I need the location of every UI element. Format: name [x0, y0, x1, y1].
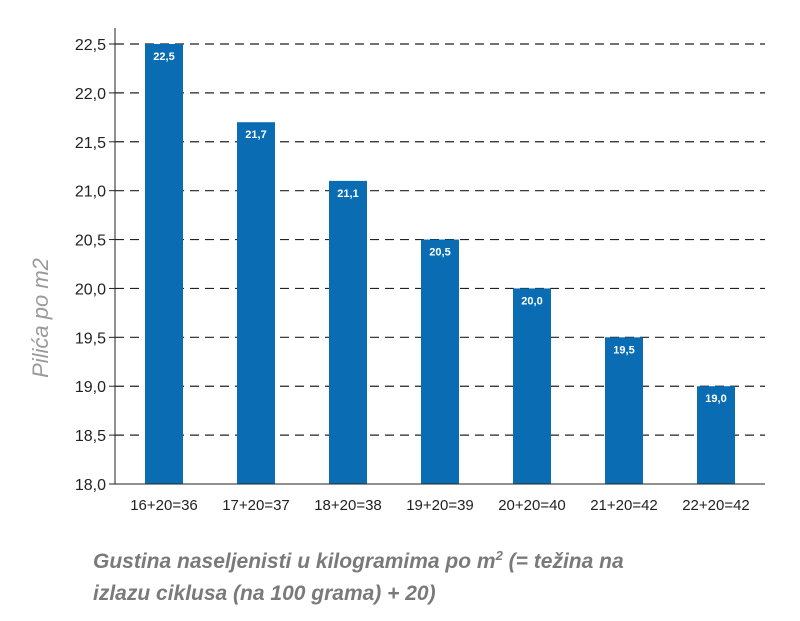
y-tick-label: 18,5	[75, 428, 106, 445]
bar	[513, 288, 551, 484]
data-label: 21,1	[337, 188, 358, 200]
x-tick-labels: 16+20=36 17+20=37 18+20=38 19+20=39 20+20=40…	[130, 497, 750, 514]
caption-line2: izlazu ciklusa (na 100 grama) + 20)	[93, 582, 436, 605]
y-tick-label: 19,5	[75, 330, 106, 347]
bar-chart: 22,5 21,7 21,1 20,5 20,0 19,5 19,0 18,0 18,5 19,…	[28, 28, 765, 514]
x-tick-label: 17+20=37	[222, 497, 290, 514]
x-tick-label: 22+20=42	[682, 497, 750, 514]
data-label: 21,7	[245, 129, 266, 141]
caption-line1-rest: (= težina na	[502, 550, 624, 573]
data-label: 20,0	[521, 295, 542, 307]
y-tick-label: 22,0	[75, 86, 106, 103]
y-tick-label: 21,0	[75, 184, 106, 201]
data-label: 19,5	[613, 344, 634, 356]
x-tick-label: 21+20=42	[590, 497, 658, 514]
bar	[605, 337, 643, 484]
y-tick-label: 18,0	[75, 477, 106, 494]
y-tick-label: 20,0	[75, 281, 106, 298]
y-axis-label: Pilića po m2	[28, 258, 53, 378]
grid-lines	[115, 43, 765, 436]
data-label: 19,0	[705, 393, 726, 405]
data-labels: 22,5 21,7 21,1 20,5 20,0 19,5 19,0	[153, 51, 726, 405]
caption-superscript: 2	[495, 548, 503, 563]
bar	[145, 44, 183, 484]
data-label: 22,5	[153, 51, 174, 63]
x-tick-label: 18+20=38	[314, 497, 382, 514]
x-tick-label: 19+20=39	[406, 497, 474, 514]
caption-line1-main: Gustina naseljenisti u kilogramima po m	[93, 550, 496, 573]
y-tick-label: 20,5	[75, 233, 106, 250]
y-tick-label: 22,5	[75, 37, 106, 54]
bar	[329, 180, 367, 484]
y-tick-label: 21,5	[75, 135, 106, 152]
y-tick-labels: 18,0 18,5 19,0 19,5 20,0 20,5 21,0 21,5 22,0 22,5	[75, 37, 115, 494]
bar	[237, 122, 275, 484]
chart-caption: Gustina naseljenisti u kilogramima po m2…	[93, 546, 783, 610]
bar	[697, 386, 735, 484]
y-tick-label: 19,0	[75, 379, 106, 396]
bar	[421, 239, 459, 484]
data-label: 20,5	[429, 247, 450, 259]
x-tick-label: 20+20=40	[498, 497, 566, 514]
x-tick-label: 16+20=36	[130, 497, 198, 514]
bars	[145, 44, 735, 484]
